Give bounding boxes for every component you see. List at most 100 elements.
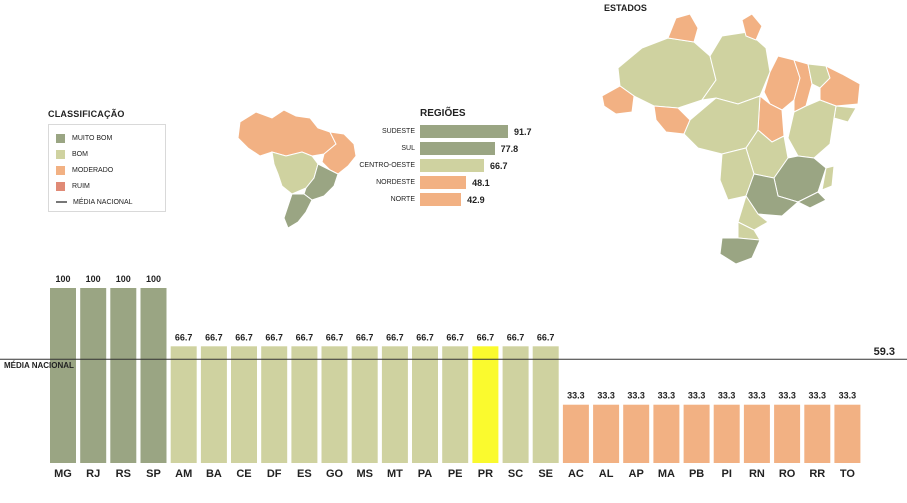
legend-item-muito-bom: MUITO BOM xyxy=(56,132,112,144)
bar-value-label: 33.3 xyxy=(839,391,857,401)
category-label: AL xyxy=(599,468,614,480)
bar-value-label: 33.3 xyxy=(778,391,796,401)
state-rr xyxy=(667,13,699,43)
region-value-label: 48.1 xyxy=(472,178,490,188)
category-label: TO xyxy=(840,468,856,480)
category-label: PR xyxy=(478,468,493,480)
bar-to xyxy=(834,404,861,463)
category-label: DF xyxy=(267,468,282,480)
legend-swatch xyxy=(56,133,65,143)
bar-rj xyxy=(80,288,107,463)
bar-am xyxy=(170,346,197,463)
bar-value-label: 33.3 xyxy=(688,391,706,401)
category-label: SE xyxy=(538,468,553,480)
bar-pa xyxy=(412,346,438,463)
bar-value-label: 66.7 xyxy=(537,332,555,342)
region-label: CENTRO-OESTE xyxy=(359,162,415,169)
bar-ro xyxy=(774,404,801,463)
category-label: AC xyxy=(568,468,584,480)
category-label: ES xyxy=(297,468,312,480)
bar-ap xyxy=(623,404,650,463)
bar-ac xyxy=(562,404,589,463)
bar-value-label: 66.7 xyxy=(326,332,344,342)
region-sudeste xyxy=(303,163,339,201)
bar-pi xyxy=(713,404,740,463)
bar-df xyxy=(261,346,288,463)
bar-value-label: 66.7 xyxy=(175,332,193,342)
bar-value-label: 33.3 xyxy=(658,391,676,401)
region-label: SUL xyxy=(401,145,415,152)
state-ba xyxy=(787,99,837,159)
region-label: SUDESTE xyxy=(381,128,415,135)
bar-value-label: 100 xyxy=(86,274,101,284)
bar-al xyxy=(593,404,620,463)
category-label: RO xyxy=(779,468,796,480)
region-value-label: 66.7 xyxy=(490,161,508,171)
bar-mg xyxy=(50,288,76,463)
bar-es xyxy=(291,346,318,463)
region-sul xyxy=(283,193,313,229)
category-label: PE xyxy=(448,468,463,480)
category-label: CE xyxy=(236,468,251,480)
legend: MUITO BOM BOM MODERADO RUIM MÉDIA NACION… xyxy=(48,124,166,212)
region-label: NORTE xyxy=(390,196,415,203)
legend-label: MODERADO xyxy=(72,166,114,174)
legend-swatch xyxy=(56,181,65,191)
legend-item-moderado: MODERADO xyxy=(56,164,113,176)
bar-value-label: 66.7 xyxy=(386,332,404,342)
category-label: MA xyxy=(658,468,675,480)
category-label: PA xyxy=(418,468,433,480)
bar-value-label: 66.7 xyxy=(507,332,525,342)
states-title: ESTADOS xyxy=(604,3,647,13)
legend-swatch xyxy=(56,165,65,175)
legend-line-swatch xyxy=(56,201,67,203)
bar-value-label: 66.7 xyxy=(205,332,223,342)
bar-se xyxy=(532,346,559,463)
bar-value-label: 66.7 xyxy=(446,332,464,342)
category-label: MS xyxy=(356,468,373,480)
bar-go xyxy=(321,346,348,463)
category-label: SP xyxy=(146,468,161,480)
category-label: SC xyxy=(508,468,523,480)
bar-value-label: 66.7 xyxy=(265,332,283,342)
bar-ma xyxy=(653,404,680,463)
region-bar xyxy=(420,159,484,172)
bar-rs xyxy=(110,288,137,463)
legend-item-bom: BOM xyxy=(56,148,88,160)
category-label: RS xyxy=(116,468,131,480)
states-map xyxy=(601,13,861,265)
category-label: AM xyxy=(175,468,192,480)
category-label: RJ xyxy=(86,468,100,480)
legend-swatch xyxy=(56,149,65,159)
region-value-label: 77.8 xyxy=(500,144,519,154)
bar-rn xyxy=(743,404,770,463)
legend-label: RUIM xyxy=(72,182,90,190)
bar-value-label: 66.7 xyxy=(296,332,314,342)
state-rs xyxy=(719,237,761,265)
region-value-label: 42.9 xyxy=(467,195,485,205)
state-es xyxy=(821,165,835,191)
bar-pe xyxy=(442,346,469,463)
state-ap xyxy=(741,13,763,41)
state-rj xyxy=(796,191,827,209)
state-ac xyxy=(601,85,635,115)
regions-title: REGIÕES xyxy=(420,108,466,119)
bar-value-label: 66.7 xyxy=(416,332,434,342)
category-label: GO xyxy=(326,468,344,480)
legend-item-ruim: RUIM xyxy=(56,180,90,192)
category-label: MG xyxy=(54,468,72,480)
legend-label: MÉDIA NACIONAL xyxy=(73,198,133,206)
region-bar xyxy=(420,193,462,206)
category-label: PI xyxy=(721,468,731,480)
bar-mt xyxy=(381,346,408,463)
bar-value-label: 33.3 xyxy=(748,391,766,401)
category-label: PB xyxy=(689,468,704,480)
region-value-label: 91.7 xyxy=(514,127,532,137)
reference-line-label: MÉDIA NACIONAL xyxy=(4,361,74,370)
regions-map xyxy=(237,109,357,229)
bar-value-label: 33.3 xyxy=(718,391,736,401)
category-label: RR xyxy=(809,468,825,480)
reference-line-value: 59.3 xyxy=(873,346,895,358)
legend-label: MUITO BOM xyxy=(72,134,113,142)
bar-rr xyxy=(804,404,831,463)
